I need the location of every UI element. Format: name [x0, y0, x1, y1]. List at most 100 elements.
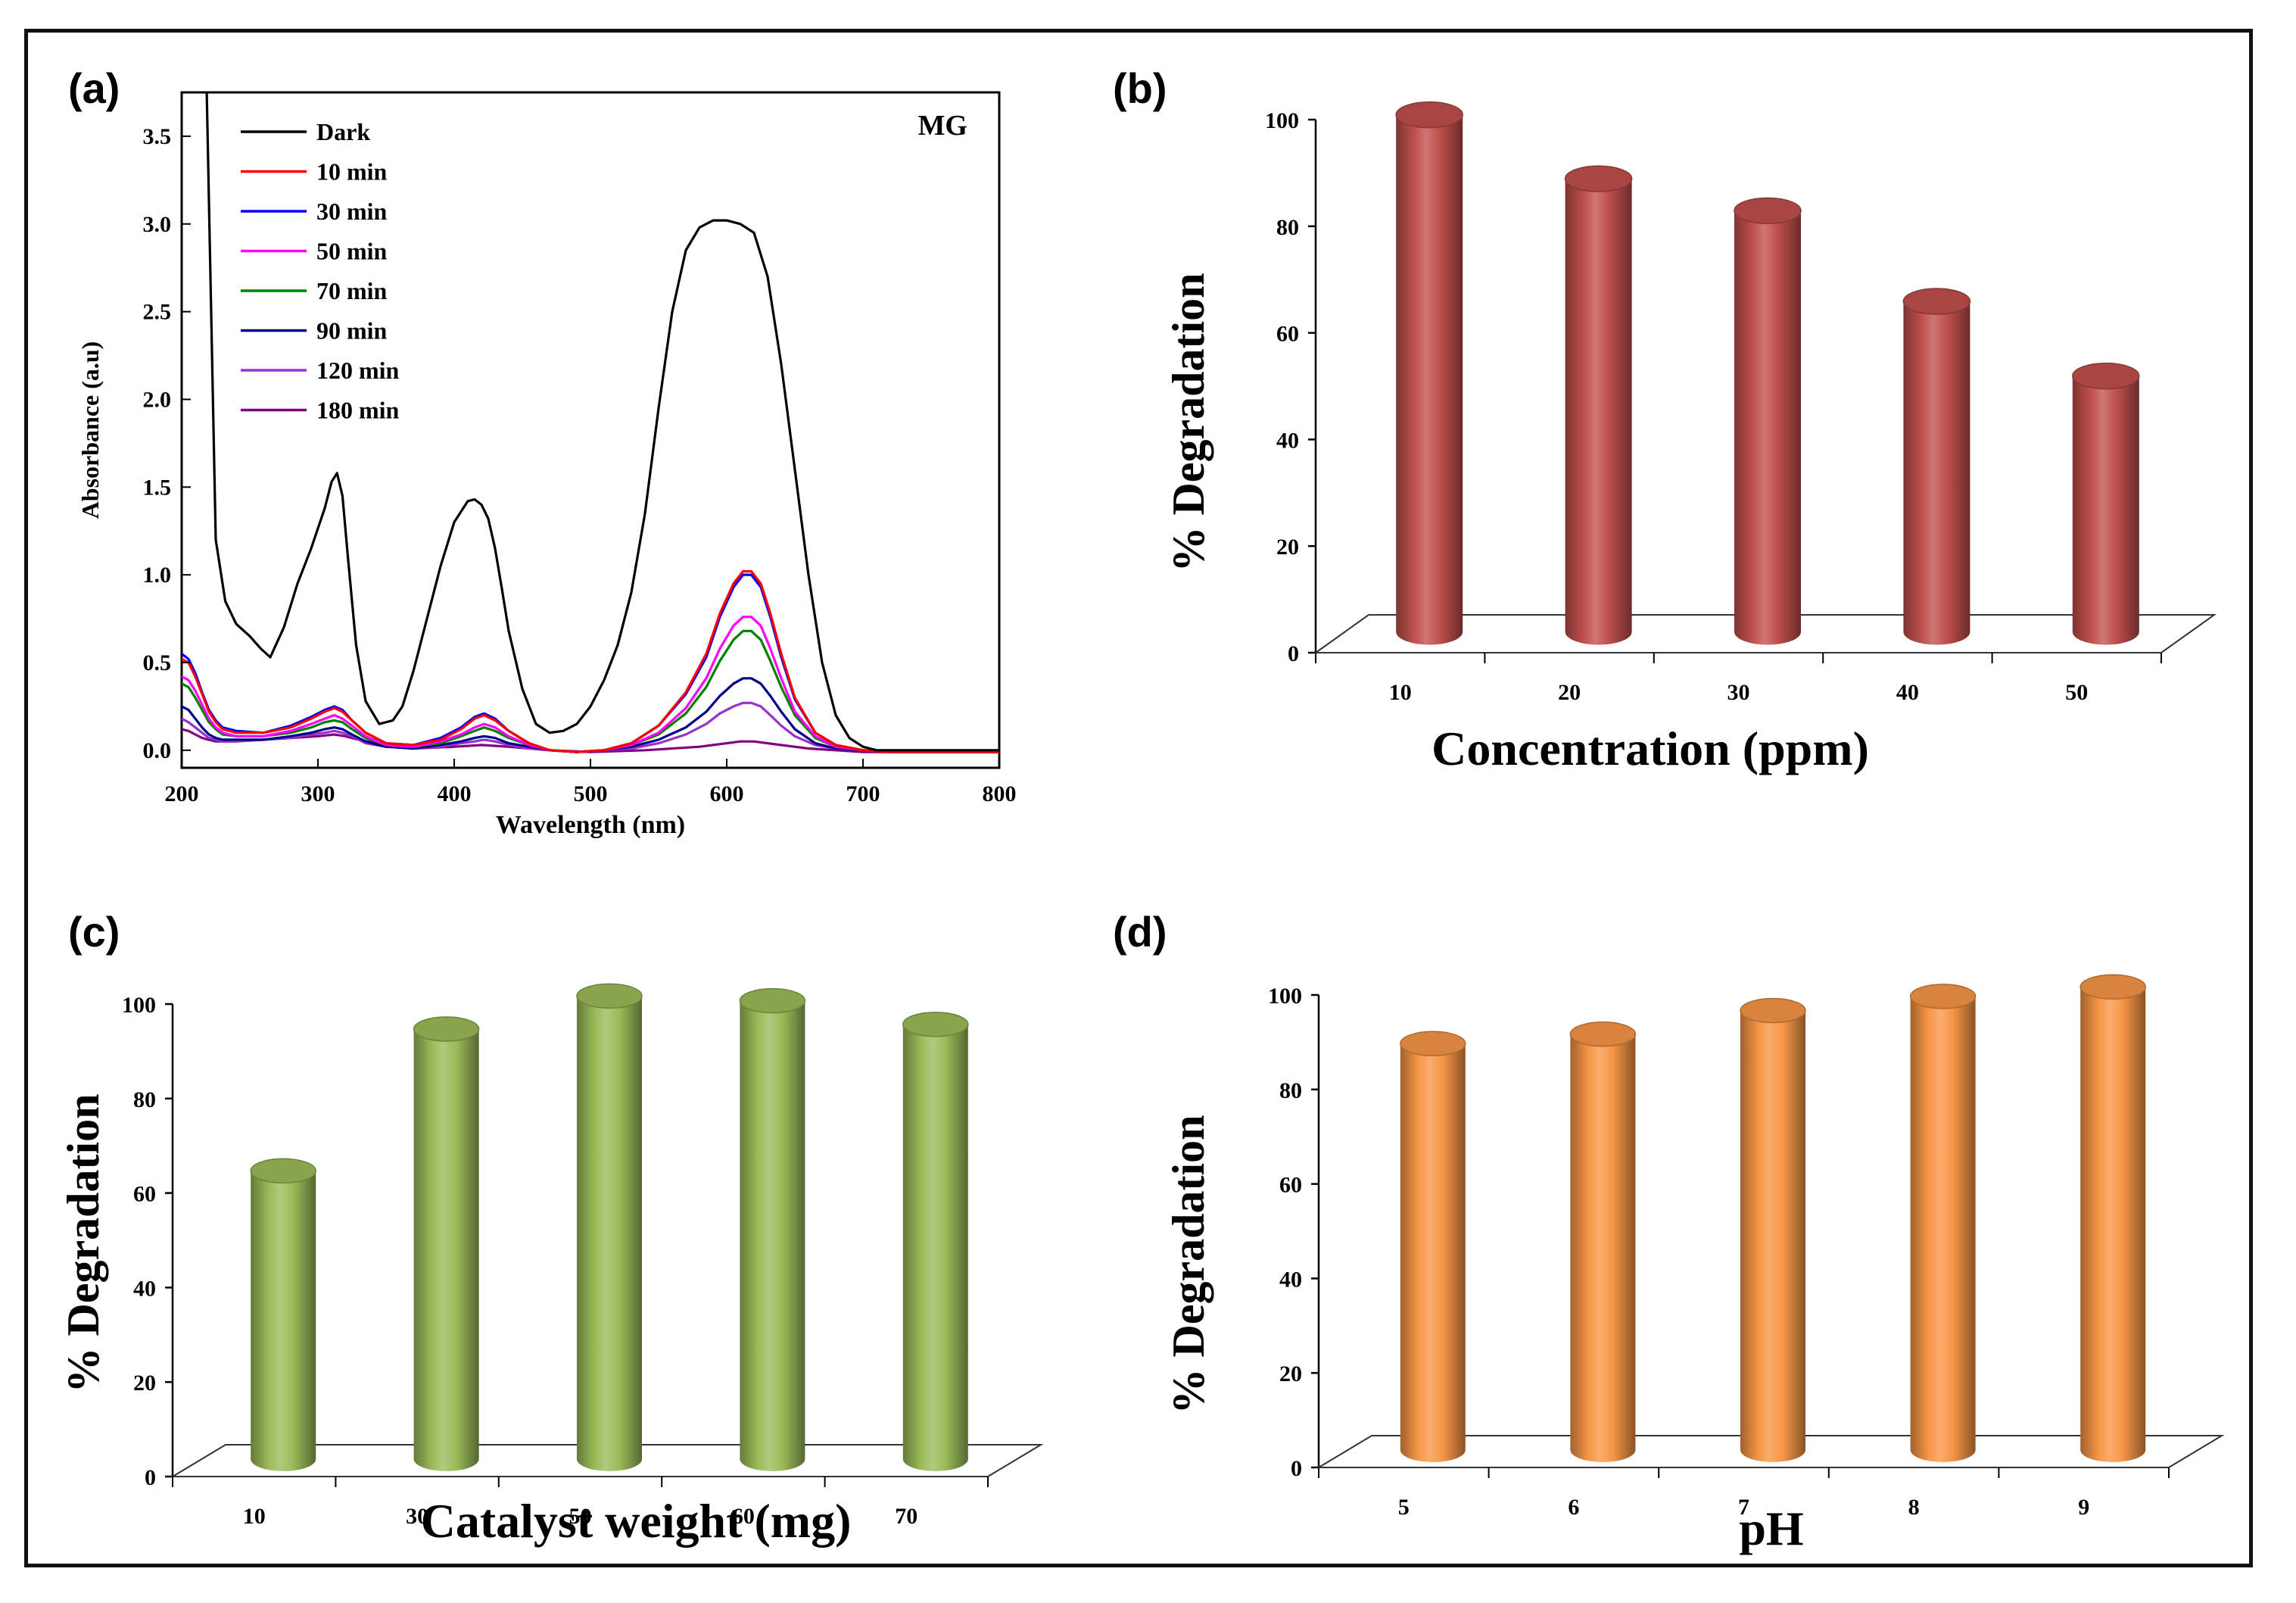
y-tick-label: 2.5 — [143, 300, 172, 325]
y-tick-label: 40 — [1276, 428, 1299, 453]
panel-a-annotation: MG — [918, 110, 967, 142]
x-tick-label: 10 — [243, 1504, 266, 1529]
legend-label: 70 min — [316, 277, 388, 304]
bar-cylinder — [740, 1000, 805, 1471]
x-tick-label: 5 — [1398, 1495, 1410, 1520]
series-line-180-min — [182, 728, 999, 753]
x-tick-label: 50 — [2065, 680, 2088, 705]
bar-top — [1740, 997, 1806, 1024]
panel-b-ylabel: % Degradation — [1164, 273, 1213, 572]
series-line-10-min — [182, 569, 999, 753]
x-tick-label: 700 — [846, 781, 880, 806]
y-tick-label: 3.0 — [143, 212, 172, 237]
bar-cylinder — [1903, 301, 1970, 645]
x-tick-label: 30 — [1727, 680, 1750, 705]
chart-floor — [1313, 614, 2217, 653]
x-tick-label: 30 — [406, 1504, 428, 1529]
x-tick-label: 200 — [165, 781, 199, 806]
y-tick-label: 0 — [145, 1465, 156, 1490]
panel-a-chart: (a) 200 300 400 500 600 700 800 0.0 0.5 1.0 1.5 2.0… — [68, 64, 1017, 839]
x-tick-label: 400 — [438, 781, 472, 806]
x-tick-label: 7 — [1738, 1495, 1749, 1520]
legend-label: 30 min — [316, 198, 388, 225]
x-tick-label: 20 — [1558, 680, 1581, 705]
y-tick-label: 20 — [1276, 535, 1299, 560]
x-tick-label: 50 — [569, 1504, 592, 1529]
bar-top — [413, 1016, 480, 1042]
panel-a-xlabel: Wavelength (nm) — [496, 811, 685, 839]
panel-c-xlabel: Catalyst weight (mg) — [421, 1494, 852, 1548]
legend-label: 10 min — [316, 158, 388, 186]
legend-label: 120 min — [316, 357, 400, 384]
legend-label: 90 min — [316, 317, 388, 345]
panel-d-label: (d) — [1113, 908, 1167, 956]
y-tick-label: 80 — [133, 1087, 156, 1112]
y-tick-label: 0.5 — [143, 650, 172, 675]
chart-floor — [170, 1444, 1044, 1477]
x-tick-label: 40 — [1896, 680, 1919, 705]
y-tick-label: 1.0 — [143, 563, 172, 588]
y-tick-label: 80 — [1279, 1078, 1302, 1103]
bar-top — [2079, 974, 2146, 1000]
panel-b-plot: 0 20 40 60 80 100 10 20 30 40 50 — [1265, 101, 2217, 705]
x-tick-label: 10 — [1389, 680, 1412, 705]
y-tick-label: 3.5 — [143, 124, 172, 149]
y-tick-label: 2.0 — [143, 387, 172, 412]
bar-top — [1909, 984, 1977, 1009]
panel-d-chart: (d) 0 20 40 60 80 100 5 6 7 8 9 pH % Degradation — [1113, 908, 2225, 1555]
x-tick-label: 600 — [710, 781, 744, 806]
bar-top — [739, 987, 806, 1014]
panel-d-ylabel: % Degradation — [1164, 1115, 1213, 1414]
y-tick-label: 80 — [1276, 215, 1299, 240]
panel-a-ticks: 200 300 400 500 600 700 800 0.0 0.5 1.0 1.5 2.0 2.5 3… — [143, 124, 1017, 806]
y-tick-label: 1.5 — [143, 475, 172, 500]
panel-b-label: (b) — [1113, 64, 1167, 112]
x-tick-label: 60 — [732, 1504, 755, 1529]
series-line-90-min — [182, 677, 999, 753]
bar-cylinder — [577, 996, 642, 1471]
y-tick-label: 100 — [1268, 984, 1302, 1009]
y-tick-label: 100 — [122, 993, 156, 1018]
y-tick-label: 60 — [133, 1182, 156, 1207]
legend-label: 50 min — [316, 238, 388, 265]
legend-label: Dark — [316, 118, 370, 145]
panel-c-ylabel: % Degradation — [58, 1094, 108, 1393]
bar-cylinder — [2080, 987, 2146, 1462]
bar-cylinder — [1740, 1010, 1805, 1462]
bar-cylinder — [902, 1024, 968, 1471]
y-tick-label: 0 — [1288, 641, 1299, 666]
bar-cylinder — [1910, 996, 1976, 1462]
bar-cylinder — [1400, 1043, 1466, 1462]
x-tick-label: 8 — [1908, 1495, 1920, 1520]
series-line-50-min — [182, 616, 999, 753]
panel-b-xlabel: Concentration (ppm) — [1431, 722, 1869, 775]
x-tick-label: 6 — [1568, 1495, 1579, 1520]
y-tick-label: 0 — [1291, 1456, 1302, 1481]
panel-d-xlabel: pH — [1739, 1502, 1803, 1555]
bar-top — [1564, 165, 1633, 192]
bar-top — [1395, 101, 1463, 129]
panel-a-plot-area — [180, 91, 1001, 769]
x-tick-label: 500 — [574, 781, 608, 806]
panel-d-plot: 0 20 40 60 80 100 5 6 7 8 9 — [1268, 974, 2225, 1520]
figure-frame — [24, 29, 2253, 1567]
bar-top — [1734, 197, 1802, 225]
bar-cylinder — [1396, 114, 1463, 645]
y-tick-label: 100 — [1265, 108, 1299, 133]
bar-top — [902, 1012, 969, 1037]
bar-cylinder — [413, 1029, 479, 1471]
chart-floor — [1316, 1435, 2225, 1468]
y-tick-label: 60 — [1276, 322, 1299, 347]
y-tick-label: 40 — [1279, 1267, 1302, 1292]
bar-top — [576, 983, 643, 1009]
panel-c-plot: 0 20 40 60 80 100 10 30 50 60 70 — [122, 983, 1044, 1529]
x-tick-label: 9 — [2078, 1495, 2089, 1520]
bar-cylinder — [1565, 179, 1632, 645]
x-tick-label: 800 — [983, 781, 1017, 806]
y-tick-label: 0.0 — [143, 738, 172, 763]
y-tick-label: 20 — [133, 1371, 156, 1396]
panel-a-ylabel: Absorbance (a.u) — [76, 341, 104, 519]
bar-top — [250, 1158, 316, 1184]
bar-top — [1569, 1021, 1637, 1047]
bar-cylinder — [1734, 211, 1801, 645]
